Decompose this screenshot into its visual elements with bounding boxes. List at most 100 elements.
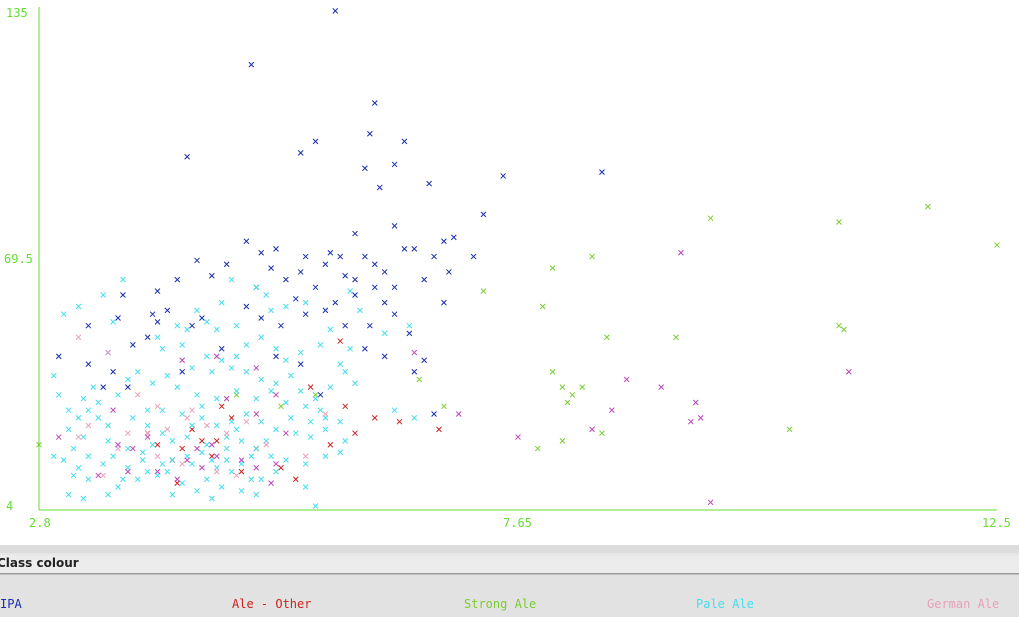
data-point xyxy=(238,457,245,463)
data-point xyxy=(337,338,344,344)
data-point xyxy=(302,403,309,410)
data-point xyxy=(120,292,126,298)
data-point xyxy=(337,449,344,456)
data-point xyxy=(352,430,358,437)
legend-item-pale-ale[interactable]: Pale Ale xyxy=(696,597,754,611)
data-point xyxy=(75,464,82,471)
data-point xyxy=(223,395,230,402)
data-point xyxy=(100,384,107,390)
data-point xyxy=(100,292,107,298)
data-point xyxy=(297,349,304,356)
data-point xyxy=(441,299,447,306)
data-point xyxy=(599,169,605,175)
data-point xyxy=(337,361,344,367)
data-point xyxy=(263,292,270,298)
data-point xyxy=(441,238,447,245)
data-point xyxy=(105,422,111,429)
y-tick-label-top: 135 xyxy=(6,6,28,20)
data-point xyxy=(213,395,220,402)
data-point xyxy=(327,441,334,448)
data-point xyxy=(243,411,250,417)
data-point xyxy=(283,303,289,310)
data-point xyxy=(134,391,141,398)
data-point xyxy=(367,322,373,329)
data-point xyxy=(431,411,437,417)
data-point xyxy=(75,303,82,310)
data-point xyxy=(283,276,289,283)
data-point xyxy=(515,434,521,440)
data-point xyxy=(371,261,378,268)
data-point xyxy=(258,476,265,483)
data-point xyxy=(411,414,418,421)
data-point xyxy=(307,418,314,425)
data-point xyxy=(302,484,309,490)
data-point xyxy=(194,445,200,452)
data-point xyxy=(189,365,195,371)
data-point xyxy=(391,223,398,229)
data-point xyxy=(327,384,334,390)
data-point xyxy=(55,391,62,398)
data-point xyxy=(149,311,156,318)
data-point xyxy=(608,407,615,414)
data-point xyxy=(243,418,250,425)
data-point xyxy=(381,330,388,337)
data-point xyxy=(994,242,1000,248)
data-point xyxy=(55,353,62,360)
data-point xyxy=(623,376,630,383)
data-point xyxy=(297,269,304,275)
data-point xyxy=(105,349,111,356)
data-point xyxy=(599,430,605,437)
data-point xyxy=(233,472,240,479)
data-point xyxy=(248,453,255,460)
data-point xyxy=(85,422,92,429)
data-point xyxy=(273,468,279,475)
data-point xyxy=(194,257,200,264)
data-point xyxy=(253,445,260,452)
data-point xyxy=(658,384,665,390)
data-point xyxy=(302,299,309,306)
data-point xyxy=(500,173,507,179)
legend-item-ipa[interactable]: IPA xyxy=(0,597,22,611)
data-point xyxy=(406,322,413,329)
data-point xyxy=(549,368,556,375)
data-point xyxy=(317,391,324,398)
data-point xyxy=(115,391,121,398)
data-point xyxy=(223,430,230,437)
legend-item-strong-ale[interactable]: Strong Ale xyxy=(464,597,537,611)
data-point xyxy=(302,453,309,460)
data-point xyxy=(673,334,679,341)
data-point xyxy=(692,399,699,406)
data-point xyxy=(416,376,423,383)
data-point xyxy=(189,422,195,429)
data-point xyxy=(125,384,131,390)
panel-divider[interactable] xyxy=(0,545,1019,553)
data-point xyxy=(189,322,195,329)
data-point xyxy=(278,322,284,329)
data-point xyxy=(362,345,368,352)
data-point xyxy=(480,288,487,294)
data-point xyxy=(302,461,309,467)
data-point xyxy=(441,403,447,410)
data-points xyxy=(36,7,1000,510)
data-point xyxy=(60,311,67,318)
data-point xyxy=(273,380,279,387)
data-point xyxy=(391,407,398,414)
data-point xyxy=(836,219,842,225)
data-point xyxy=(273,345,279,352)
data-point xyxy=(223,457,230,463)
data-point xyxy=(184,434,190,440)
x-tick-label-max: 12.5 xyxy=(982,516,1011,530)
legend-item-ale-other[interactable]: Ale - Other xyxy=(232,597,312,611)
data-point xyxy=(208,272,215,279)
data-point xyxy=(144,434,151,440)
data-point xyxy=(85,453,92,460)
data-point xyxy=(129,342,136,348)
legend-item-german-ale[interactable]: German Ale xyxy=(927,597,1000,611)
data-point xyxy=(401,246,408,252)
data-point xyxy=(352,276,358,283)
data-point xyxy=(258,418,265,425)
data-point xyxy=(164,468,171,475)
data-point xyxy=(268,265,274,271)
data-point xyxy=(204,476,210,483)
data-point xyxy=(139,457,146,463)
